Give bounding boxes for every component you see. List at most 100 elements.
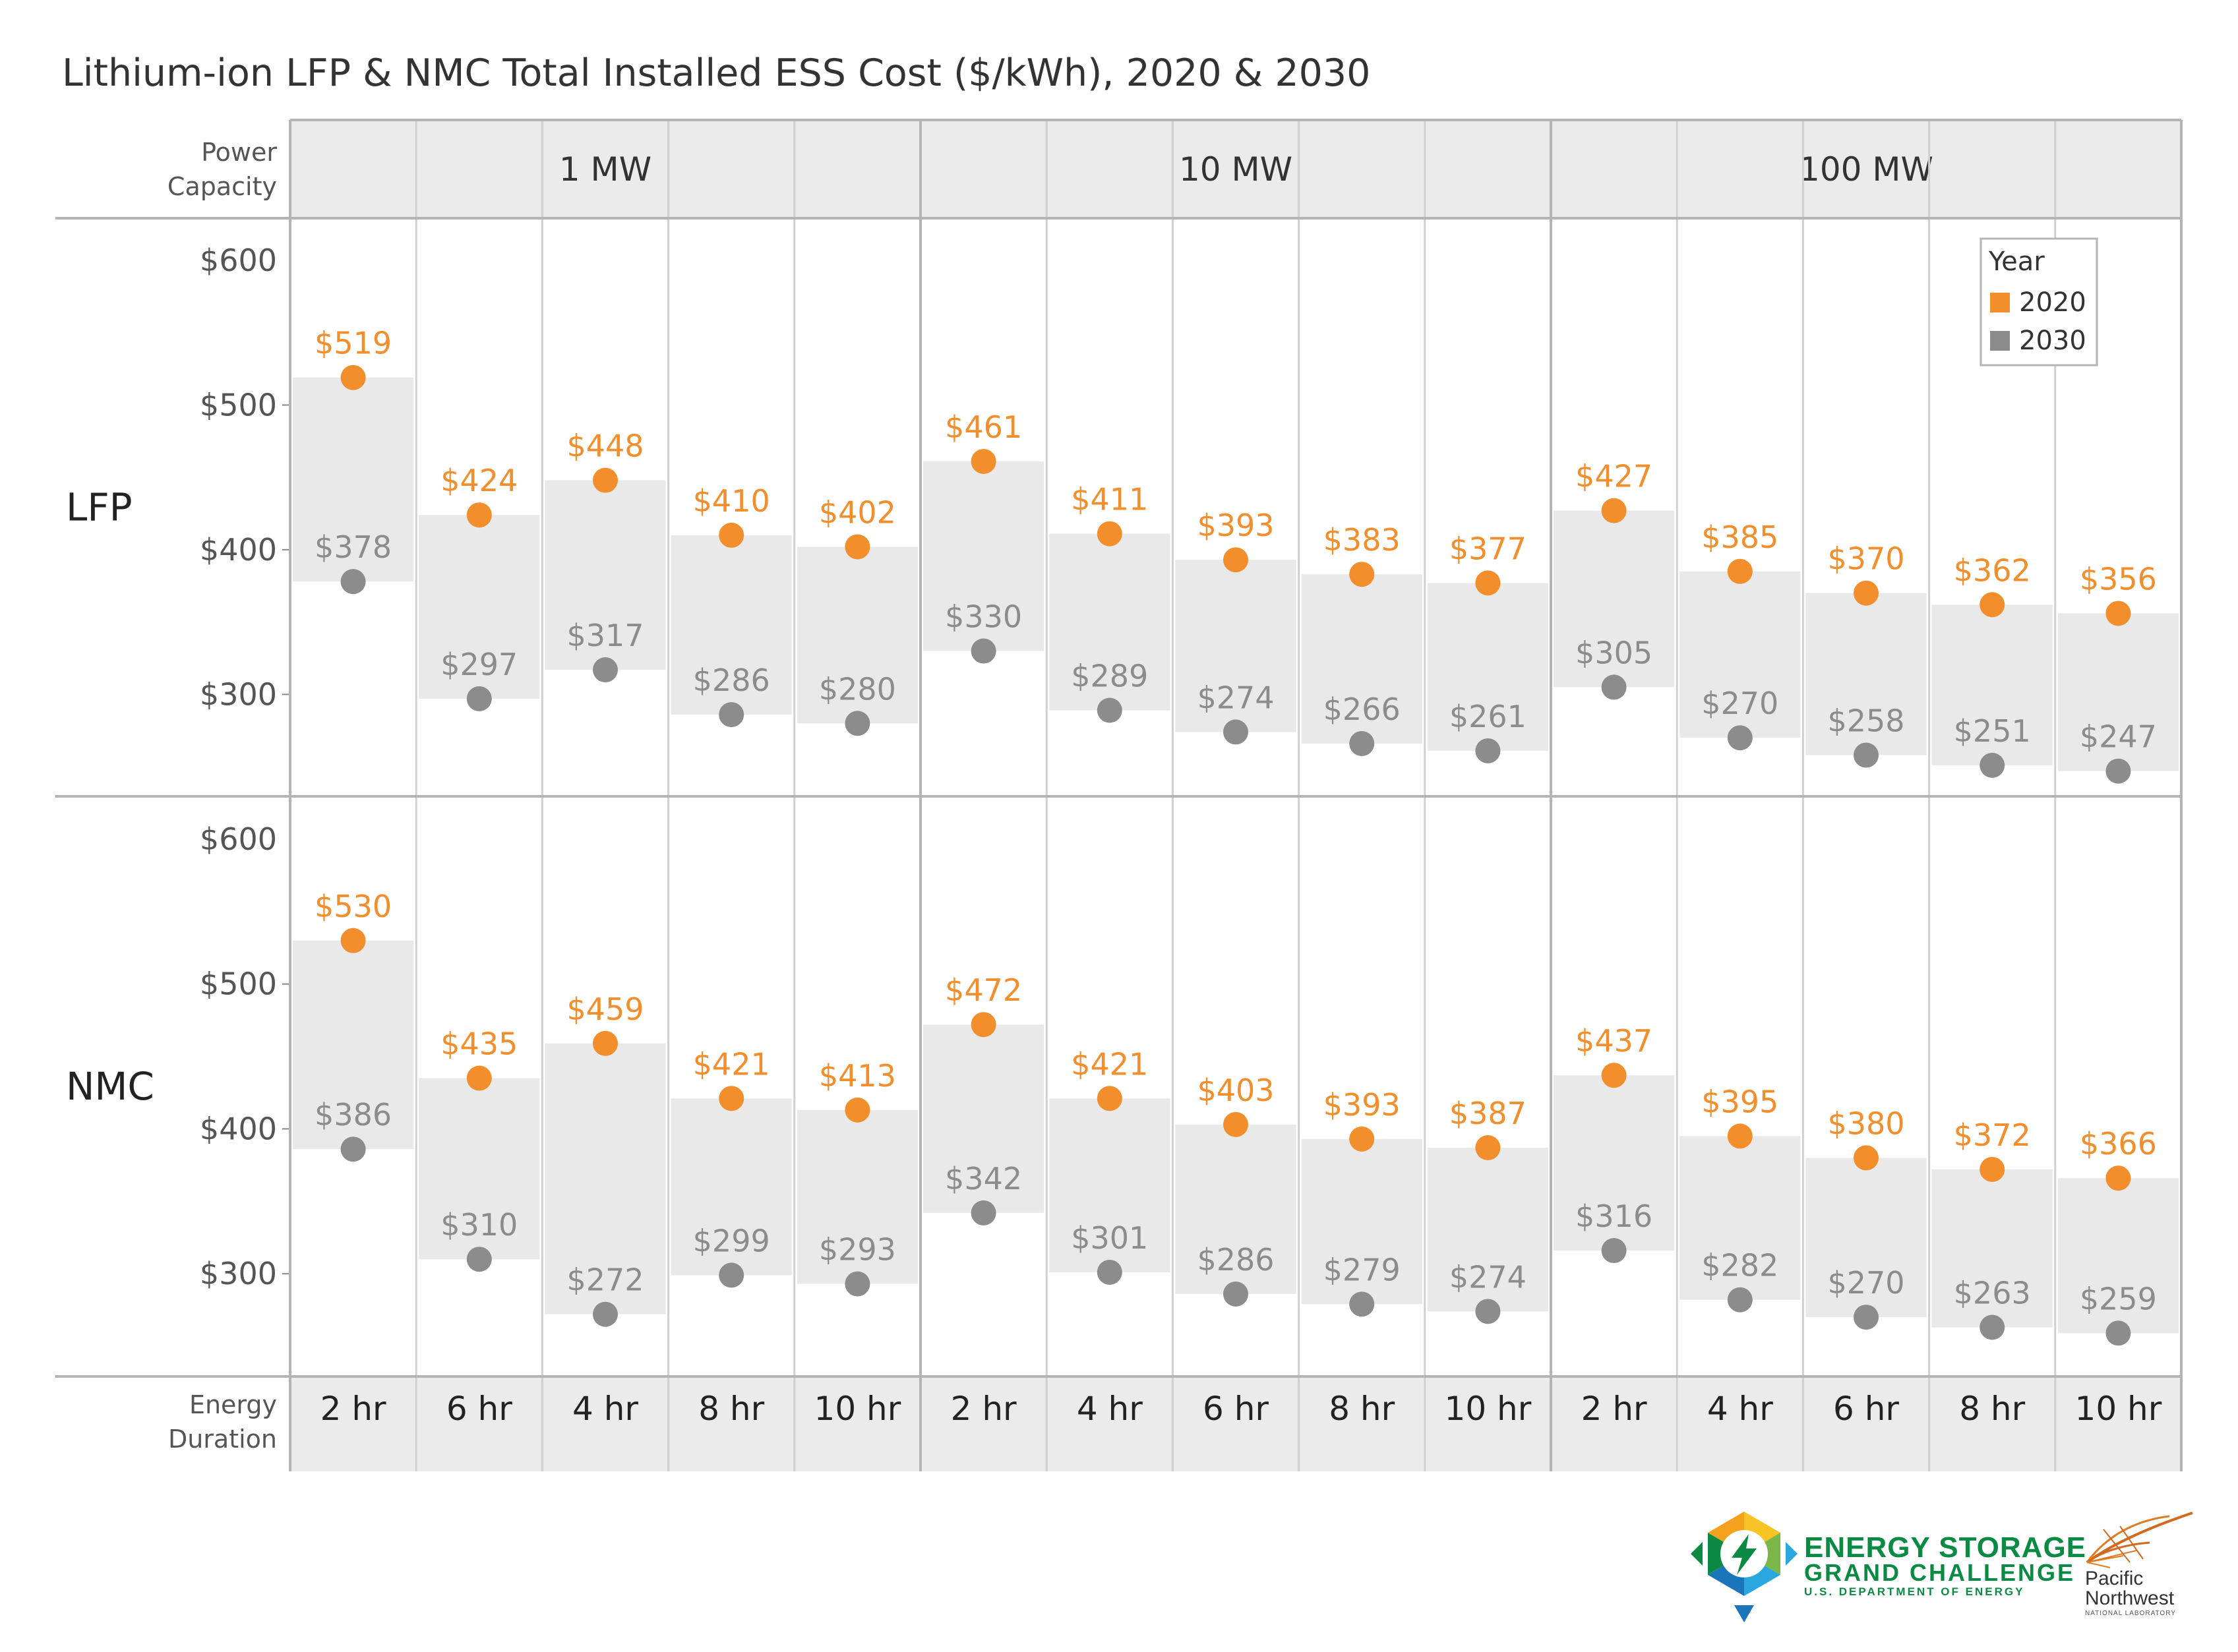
point-2020 xyxy=(466,1065,492,1091)
data-label-2020: $424 xyxy=(440,463,518,498)
legend-swatch-2020 xyxy=(1990,293,2010,312)
range-band xyxy=(1301,574,1422,744)
point-2020 xyxy=(1223,547,1248,573)
power-capacity-axis-label: Capacity xyxy=(167,172,277,201)
legend-label-2030: 2030 xyxy=(2019,326,2086,356)
data-label-2030: $266 xyxy=(1323,692,1401,727)
y-tick-label: $400 xyxy=(200,532,277,568)
energy-duration-label: 2 hr xyxy=(951,1390,1017,1428)
point-2030 xyxy=(1854,742,1879,768)
data-label-2030: $305 xyxy=(1575,635,1652,670)
range-band xyxy=(923,461,1044,651)
data-label-2020: $356 xyxy=(2080,561,2157,597)
point-2020 xyxy=(593,467,618,493)
point-2030 xyxy=(2105,758,2131,784)
data-label-2030: $259 xyxy=(2080,1281,2157,1316)
point-2030 xyxy=(971,1200,996,1225)
point-2030 xyxy=(1223,1281,1248,1307)
data-label-2020: $383 xyxy=(1323,522,1401,558)
point-2020 xyxy=(1223,1111,1248,1137)
power-capacity-label: 10 MW xyxy=(1179,150,1292,189)
energy-duration-label: 10 hr xyxy=(1445,1390,1532,1428)
data-label-2030: $270 xyxy=(1701,686,1778,721)
esgc-emblem-icon xyxy=(1691,1512,1798,1622)
legend-title: Year xyxy=(1988,247,2045,277)
data-label-2020: $403 xyxy=(1197,1073,1274,1108)
range-band xyxy=(419,515,540,699)
point-2030 xyxy=(1475,738,1501,763)
power-capacity-header-band xyxy=(290,120,2181,218)
data-label-2030: $293 xyxy=(819,1232,896,1268)
y-tick-label: $400 xyxy=(200,1111,277,1146)
pnnl-logo: Pacific Northwest NATIONAL LABORATORY xyxy=(2077,1510,2209,1622)
range-band xyxy=(1805,593,1927,755)
point-2020 xyxy=(1601,1063,1627,1088)
data-label-2030: $274 xyxy=(1449,1259,1527,1295)
range-band xyxy=(545,480,666,670)
data-label-2030: $279 xyxy=(1323,1252,1401,1287)
energy-duration-label: 6 hr xyxy=(446,1390,512,1428)
range-band xyxy=(1301,1138,1422,1305)
energy-duration-label: 4 hr xyxy=(1077,1390,1143,1428)
range-band xyxy=(1554,1075,1675,1251)
data-label-2020: $413 xyxy=(819,1058,896,1094)
data-label-2020: $395 xyxy=(1701,1084,1778,1119)
esgc-line2: GRAND CHALLENGE xyxy=(1804,1559,2075,1586)
point-2020 xyxy=(845,534,870,560)
data-label-2020: $410 xyxy=(693,483,770,519)
data-label-2020: $530 xyxy=(315,889,392,924)
range-band xyxy=(1554,510,1675,688)
data-label-2030: $330 xyxy=(945,599,1022,635)
point-2030 xyxy=(1727,1287,1753,1313)
point-2020 xyxy=(1097,1086,1122,1111)
range-band xyxy=(1805,1158,1927,1318)
point-2020 xyxy=(1601,498,1627,523)
data-label-2030: $386 xyxy=(315,1097,392,1133)
point-2030 xyxy=(593,1301,618,1327)
point-2020 xyxy=(971,449,996,474)
point-2030 xyxy=(1349,1291,1375,1317)
chart-grid: 1 MW 2 hr 6 hr 4 hr 8 hr 10 hr 10 MW 2 hr 4 hr 6 … xyxy=(55,119,2183,1471)
point-2030 xyxy=(1601,674,1627,700)
point-2030 xyxy=(1223,719,1248,745)
range-band xyxy=(419,1078,540,1260)
y-tick-label: $500 xyxy=(200,966,277,1002)
point-2020 xyxy=(340,365,366,390)
data-label-2020: $461 xyxy=(945,409,1022,445)
point-2020 xyxy=(2105,1165,2131,1191)
point-2020 xyxy=(1854,1145,1879,1171)
data-label-2020: $377 xyxy=(1449,531,1527,566)
point-2020 xyxy=(971,1012,996,1038)
row-label-nmc: NMC xyxy=(66,1064,154,1109)
range-band xyxy=(1931,1169,2053,1328)
data-label-2030: $289 xyxy=(1071,659,1148,694)
point-2020 xyxy=(1727,1123,1753,1149)
data-label-2020: $402 xyxy=(819,494,896,530)
point-2020 xyxy=(1097,521,1122,546)
range-band xyxy=(2057,1178,2179,1334)
y-tick-label: $300 xyxy=(200,676,277,712)
point-2020 xyxy=(845,1097,870,1123)
range-band xyxy=(1679,1136,1801,1300)
energy-duration-footer-band xyxy=(290,1378,2181,1471)
y-tick-label: $600 xyxy=(200,821,277,857)
range-band xyxy=(1175,560,1296,732)
range-band xyxy=(1427,583,1548,751)
point-2030 xyxy=(340,569,366,595)
energy-duration-label: 4 hr xyxy=(572,1390,638,1428)
point-2020 xyxy=(2105,601,2131,626)
range-band xyxy=(1049,1098,1170,1272)
data-label-2020: $393 xyxy=(1323,1087,1401,1123)
energy-duration-label: 10 hr xyxy=(814,1390,901,1428)
data-label-2020: $387 xyxy=(1449,1096,1527,1131)
point-2020 xyxy=(1727,558,1753,584)
data-label-2030: $297 xyxy=(440,647,518,682)
range-band xyxy=(797,1109,918,1284)
data-label-2020: $448 xyxy=(566,428,644,464)
legend-swatch-2030 xyxy=(1990,331,2010,351)
esgc-line1: ENERGY STORAGE xyxy=(1804,1531,2087,1564)
legend-label-2020: 2020 xyxy=(2019,287,2086,318)
range-band xyxy=(2057,613,2179,771)
